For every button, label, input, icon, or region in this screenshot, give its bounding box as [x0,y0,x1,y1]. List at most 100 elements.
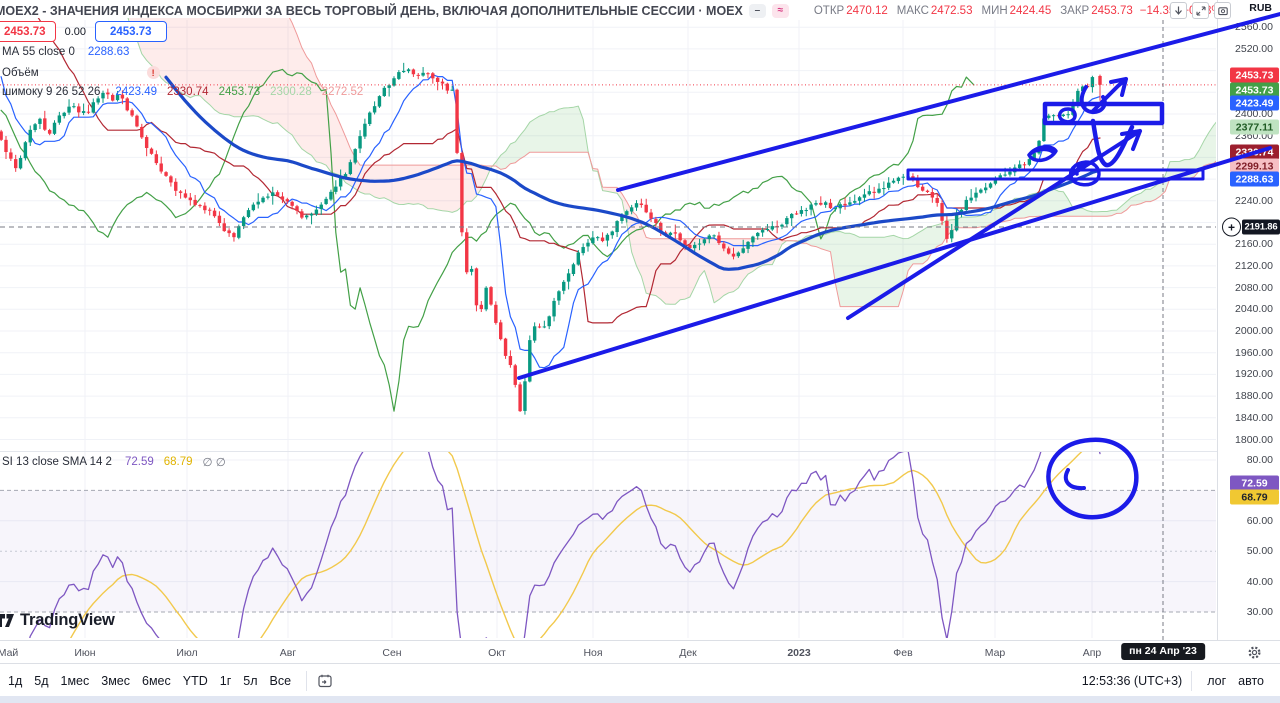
range-button-6мес[interactable]: 6мес [142,673,171,688]
add-alert-plus-button[interactable]: + [1222,217,1241,237]
range-button-5д[interactable]: 5д [34,673,49,688]
range-button-3мес[interactable]: 3мес [101,673,130,688]
range-button-5л[interactable]: 5л [243,673,258,688]
price-axis-label: 1960.00 [1235,346,1273,359]
kijun-value: 2330.74 [167,86,209,98]
ma-legend-value: 2288.63 [87,46,130,58]
bottom-toolbar: 1д 5д 1мес 3мес 6мес YTD 1г 5л Все 12:53:36 (UTC… [0,663,1280,697]
ma-legend-row[interactable]: МА 55 close 0 2288.63 [2,46,129,58]
rsi-axis-label: 40.00 [1246,575,1273,588]
ohlc-values: ОТКР 2470.12 МАКС 2472.53 МИН 2424.45 ЗА… [805,5,1226,17]
trade-buttons: 2453.73 0.00 2453.73 [0,21,167,42]
screenshot-icon[interactable] [1214,2,1231,19]
price-axis-label: 1800.00 [1235,433,1273,446]
open-label: ОТКР [813,4,845,17]
toolbar-right-group: 12:53:36 (UTC+3) лог авто [1081,670,1280,691]
chart-header: MOEX2 - ЗНАЧЕНИЯ ИНДЕКСА МОСБИРЖИ ЗА ВЕС… [0,2,1225,19]
low-value: 2424.45 [1009,4,1052,17]
rsi-value: 72.59 [124,456,154,468]
month-label: Дек [679,647,697,659]
rsi-legend-label: SI 13 close SMA 14 2 [2,456,112,468]
tradingview-logo-text: TradingView [20,611,115,629]
symbol-title[interactable]: MOEX2 - ЗНАЧЕНИЯ ИНДЕКСА МОСБИРЖИ ЗА ВЕС… [0,3,743,18]
ichimoku-legend-row[interactable]: шимоку 9 26 52 26 2423.49 2330.74 2453.7… [2,86,363,98]
jump-to-latest-icon[interactable] [1170,2,1187,19]
price-axis-label: 2240.00 [1235,194,1273,207]
close-label: ЗАКР [1060,4,1090,17]
sell-button[interactable]: 2453.73 [0,21,56,42]
rsi-sma-line[interactable] [1,438,1100,703]
range-button-Все[interactable]: Все [269,673,292,688]
price-axis-label: 2520.00 [1235,42,1273,55]
ichimoku-cloud[interactable] [88,0,1226,307]
price-axis[interactable]: RUB 2560.00 2520.00 2400.00 2360.00 2240.00 2… [1217,0,1280,663]
volume-legend-label: Объём [2,66,39,79]
toolbar-divider [306,670,308,691]
bottom-strip [0,696,1280,703]
month-label: Июн [74,647,96,659]
month-label: Фев [893,647,913,659]
tradingview-logo-mark [0,614,14,627]
crosshair-date-tooltip: пн 24 Апр '23 [1121,643,1205,660]
rsi-axis-label: 50.00 [1246,545,1273,558]
month-label: Сен [382,647,402,659]
price-axis-label: 1840.00 [1235,411,1273,424]
price-badge: 2191.86 [1242,219,1280,235]
rsi-axis-label: 80.00 [1246,454,1273,466]
currency-label: RUB [1249,2,1272,14]
month-label: Июл [176,647,198,659]
rsi-badge: 68.79 [1230,489,1279,505]
ichimoku-legend-label: шимоку 9 26 52 26 [2,86,101,98]
close-value: 2453.73 [1091,4,1133,17]
month-label: Апр [1082,647,1102,659]
rsi-band [0,490,1216,612]
spread-value: 0.00 [64,25,86,38]
market-status-icon[interactable]: – [748,3,766,18]
ma-legend-label: МА 55 close 0 [2,46,75,58]
price-badge: 2423.49 [1230,95,1279,111]
rsi-legend-row[interactable]: SI 13 close SMA 14 2 72.59 68.79 ∅ ∅ [2,455,226,469]
rsi-axis-label: 60.00 [1246,514,1273,527]
tradingview-logo[interactable]: TradingView [0,611,115,630]
auto-scale-toggle[interactable]: авто [1238,673,1264,688]
range-button-1д[interactable]: 1д [8,673,23,688]
toolbar-divider [1191,670,1193,691]
date-range-buttons: 1д 5д 1мес 3мес 6мес YTD 1г 5л Все [0,671,297,691]
volume-error-icon[interactable]: ! [146,66,160,79]
price-badge: 2288.63 [1230,171,1279,187]
price-axis-label: 2000.00 [1235,325,1273,337]
time-axis[interactable]: пн 24 Апр '23 Май Июн Июл Авг Сен Окт Ноя Дек 20… [0,640,1280,664]
volume-legend-row[interactable]: Объём ! [2,66,160,79]
open-value: 2470.12 [846,4,888,17]
tenkan-value: 2423.49 [115,86,157,98]
month-label: Окт [488,647,506,659]
rsi-line[interactable] [1,425,1101,703]
range-button-1мес[interactable]: 1мес [60,673,90,688]
price-axis-label: 1880.00 [1235,390,1273,403]
clock[interactable]: 12:53:36 (UTC+3) [1081,673,1183,688]
month-label: 2023 [787,647,811,659]
log-scale-toggle[interactable]: лог [1207,673,1227,688]
rsi-sma-value: 68.79 [163,456,193,468]
high-label: МАКС [896,4,929,17]
senkou-b-value: 2272.52 [321,86,364,98]
rsi-extra-flags: ∅ ∅ [202,457,226,469]
month-label: Ноя [583,647,603,659]
month-label: Авг [279,647,297,659]
price-axis-label: 2120.00 [1235,259,1273,272]
price-axis-label: 2160.00 [1235,238,1273,251]
range-button-YTD[interactable]: YTD [182,673,208,688]
goto-date-icon[interactable] [316,671,335,690]
maximize-icon[interactable] [1192,2,1209,19]
price-badge: 2330.74 [1230,144,1279,160]
price-badge: 2453.73 [1230,67,1279,83]
buy-button[interactable]: 2453.73 [95,21,167,42]
rsi-badge: 72.59 [1230,475,1279,491]
range-button-1г[interactable]: 1г [219,673,232,688]
settings-gear-icon[interactable] [1247,645,1262,665]
delayed-data-icon[interactable]: ≈ [771,3,789,18]
price-axis-label: 2040.00 [1235,303,1273,316]
senkou-a-value: 2300.28 [270,86,312,98]
